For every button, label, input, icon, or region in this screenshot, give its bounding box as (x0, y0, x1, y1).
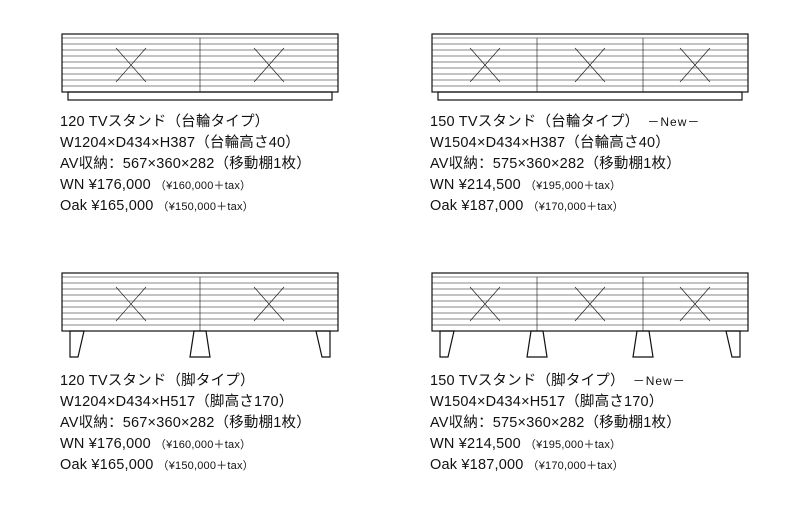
price-oak: Oak ¥187,000 (430, 196, 524, 217)
price-wn-sub: （¥195,000＋tax） (525, 179, 621, 195)
product-av: AV収納：575×360×282（移動棚1枚） (430, 154, 750, 175)
new-tag: －New－ (633, 373, 686, 390)
product-title: 120 TVスタンド（脚タイプ） (60, 371, 255, 392)
product-av: AV収納：567×360×282（移動棚1枚） (60, 413, 360, 434)
price-wn: WN ¥176,000 (60, 434, 151, 455)
product-cell: 150 TVスタンド（台輪タイプ） －New－ W1504×D434×H387（… (430, 12, 750, 243)
price-wn: WN ¥176,000 (60, 175, 151, 196)
product-av: AV収納：567×360×282（移動棚1枚） (60, 154, 360, 175)
product-dims: W1204×D434×H517（脚高さ170） (60, 392, 360, 413)
product-specs: 150 TVスタンド（脚タイプ） －New－ W1504×D434×H517（脚… (430, 371, 750, 476)
product-drawing (430, 271, 750, 361)
product-cell: 150 TVスタンド（脚タイプ） －New－ W1504×D434×H517（脚… (430, 271, 750, 502)
price-wn: WN ¥214,500 (430, 434, 521, 455)
product-dims: W1504×D434×H387（台輪高さ40） (430, 133, 750, 154)
product-drawing (430, 12, 750, 102)
price-oak-sub: （¥170,000＋tax） (528, 459, 624, 475)
product-cell: 120 TVスタンド（台輪タイプ） W1204×D434×H387（台輪高さ40… (60, 12, 360, 243)
product-drawing (60, 271, 360, 361)
price-wn: WN ¥214,500 (430, 175, 521, 196)
new-tag: －New－ (647, 114, 700, 131)
price-wn-sub: （¥160,000＋tax） (155, 438, 251, 454)
product-title: 150 TVスタンド（台輪タイプ） (430, 112, 639, 133)
price-oak: Oak ¥165,000 (60, 196, 154, 217)
product-title: 120 TVスタンド（台輪タイプ） (60, 112, 269, 133)
price-wn-sub: （¥160,000＋tax） (155, 179, 251, 195)
price-oak-sub: （¥170,000＋tax） (528, 200, 624, 216)
product-specs: 150 TVスタンド（台輪タイプ） －New－ W1504×D434×H387（… (430, 112, 750, 217)
product-specs: 120 TVスタンド（脚タイプ） W1204×D434×H517（脚高さ170）… (60, 371, 360, 476)
product-dims: W1504×D434×H517（脚高さ170） (430, 392, 750, 413)
product-cell: 120 TVスタンド（脚タイプ） W1204×D434×H517（脚高さ170）… (60, 271, 360, 502)
price-wn-sub: （¥195,000＋tax） (525, 438, 621, 454)
product-grid: 120 TVスタンド（台輪タイプ） W1204×D434×H387（台輪高さ40… (60, 12, 750, 501)
product-av: AV収納：575×360×282（移動棚1枚） (430, 413, 750, 434)
product-title: 150 TVスタンド（脚タイプ） (430, 371, 625, 392)
price-oak: Oak ¥187,000 (430, 455, 524, 476)
product-specs: 120 TVスタンド（台輪タイプ） W1204×D434×H387（台輪高さ40… (60, 112, 360, 217)
price-oak: Oak ¥165,000 (60, 455, 154, 476)
price-oak-sub: （¥150,000＋tax） (158, 459, 254, 475)
product-dims: W1204×D434×H387（台輪高さ40） (60, 133, 360, 154)
product-drawing (60, 12, 360, 102)
price-oak-sub: （¥150,000＋tax） (158, 200, 254, 216)
